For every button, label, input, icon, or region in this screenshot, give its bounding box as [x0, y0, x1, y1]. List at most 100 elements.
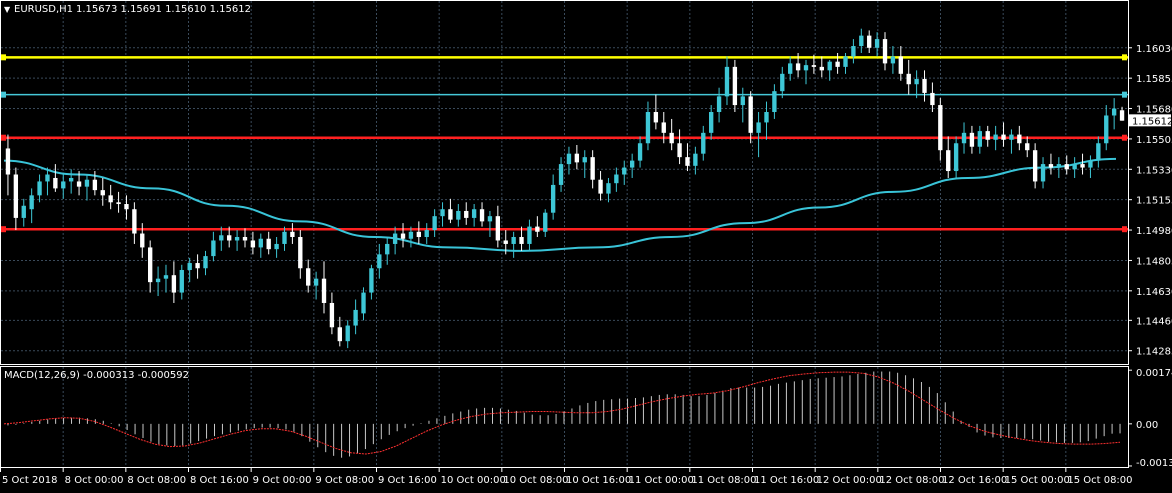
candle-bear — [116, 202, 121, 205]
candle-bull — [282, 231, 287, 244]
candle-bear — [464, 210, 469, 218]
price-tick-label: 1.14805 — [1136, 256, 1172, 267]
candle-bull — [432, 216, 437, 231]
candle-bear — [448, 209, 453, 220]
candle-bull — [550, 184, 556, 213]
candle-bear — [92, 179, 98, 191]
candle-bull — [543, 212, 548, 232]
candle-bear — [795, 63, 801, 71]
time-tick-label: 12 Oct 00:00 — [817, 475, 882, 486]
candle-bull — [211, 240, 216, 257]
candle-bear — [811, 65, 817, 67]
candle-bear — [1001, 134, 1006, 140]
candle-bull — [487, 216, 493, 222]
level-handle[interactable] — [1122, 54, 1127, 61]
candle-bear — [819, 66, 824, 71]
candle-bear — [898, 56, 903, 74]
candle-bull — [953, 143, 959, 172]
macd-histogram — [7, 371, 1121, 458]
candlesticks — [5, 28, 1125, 349]
candle-bear — [930, 92, 935, 106]
candle-bull — [764, 112, 769, 123]
candle-bear — [519, 237, 524, 244]
candle-bear — [748, 96, 753, 133]
collapse-triangle-icon[interactable]: ▼ — [4, 5, 11, 14]
candle-bear — [946, 150, 951, 172]
candle-bull — [219, 235, 224, 241]
candle-bull — [582, 157, 587, 163]
candle-bull — [274, 243, 279, 250]
candle-bull — [1056, 164, 1062, 168]
candle-bull — [874, 39, 880, 48]
candle-bear — [13, 174, 19, 218]
time-tick-label: 5 Oct 2018 — [2, 475, 57, 486]
candle-bull — [961, 132, 967, 144]
candle-bear — [290, 231, 295, 238]
price-tick-label: 1.14460 — [1136, 316, 1172, 327]
candle-bear — [108, 195, 113, 203]
candle-bear — [195, 263, 200, 269]
candle-bull — [558, 164, 564, 185]
candle-bull — [68, 177, 74, 182]
candle-bear — [574, 153, 580, 163]
candle-bull — [353, 309, 358, 326]
candle-bear — [938, 105, 943, 151]
time-tick-label: 11 Oct 08:00 — [691, 475, 756, 486]
candle-bear — [140, 233, 145, 248]
candle-bear — [653, 112, 659, 123]
candle-bull — [1104, 115, 1109, 144]
candle-bear — [867, 35, 872, 48]
macd-signal-line — [3, 371, 1121, 455]
candle-bear — [1119, 110, 1125, 121]
candle-bull — [851, 46, 856, 57]
candle-bull — [1040, 164, 1046, 182]
candle-bull — [780, 73, 785, 92]
time-tick-label: 10 Oct 00:00 — [441, 475, 506, 486]
candle-bear — [906, 73, 911, 85]
candle-bull — [424, 230, 429, 238]
candle-bull — [716, 96, 722, 113]
level-handle[interactable] — [1, 134, 6, 141]
candle-bull — [803, 65, 809, 71]
candle-bull — [385, 243, 390, 255]
time-tick-label: 8 Oct 00:00 — [65, 475, 124, 486]
time-tick-label: 10 Oct 16:00 — [566, 475, 631, 486]
time-tick-label: 11 Oct 00:00 — [629, 475, 694, 486]
candle-bull — [606, 183, 611, 194]
candle-bull — [993, 134, 998, 140]
candle-bull — [163, 275, 169, 279]
candle-bull — [471, 209, 477, 218]
candle-bear — [416, 231, 421, 238]
candle-bull — [155, 278, 161, 283]
level-handle[interactable] — [1122, 91, 1127, 98]
candle-bear — [495, 216, 501, 241]
candle-bear — [53, 177, 58, 189]
candle-bull — [637, 143, 643, 161]
price-panel-frame — [0, 0, 1129, 365]
candle-bull — [1009, 134, 1014, 140]
candle-bull — [29, 195, 34, 210]
level-handle[interactable] — [1, 91, 6, 98]
level-handle[interactable] — [1122, 226, 1127, 233]
candle-bull — [566, 153, 572, 165]
level-handle[interactable] — [1122, 134, 1127, 141]
candle-bull — [788, 63, 793, 74]
candle-bear — [132, 209, 137, 234]
candle-bull — [914, 79, 919, 85]
level-handle[interactable] — [1, 54, 6, 61]
candle-bull — [408, 231, 414, 239]
candle-bull — [179, 269, 184, 293]
time-tick-label: 15 Oct 08:00 — [1067, 475, 1132, 486]
price-tick-label: 1.15680 — [1136, 105, 1172, 116]
candle-bull — [456, 210, 461, 220]
candle-bull — [1072, 164, 1077, 170]
candle-bear — [685, 157, 690, 166]
candle-bull — [614, 174, 619, 184]
candle-bear — [242, 237, 248, 241]
candle-bear — [171, 275, 177, 293]
candle-bull — [772, 91, 777, 113]
level-handle[interactable] — [1, 226, 6, 233]
macd-label: MACD(12,26,9) -0.000313 -0.000592 — [4, 370, 189, 381]
